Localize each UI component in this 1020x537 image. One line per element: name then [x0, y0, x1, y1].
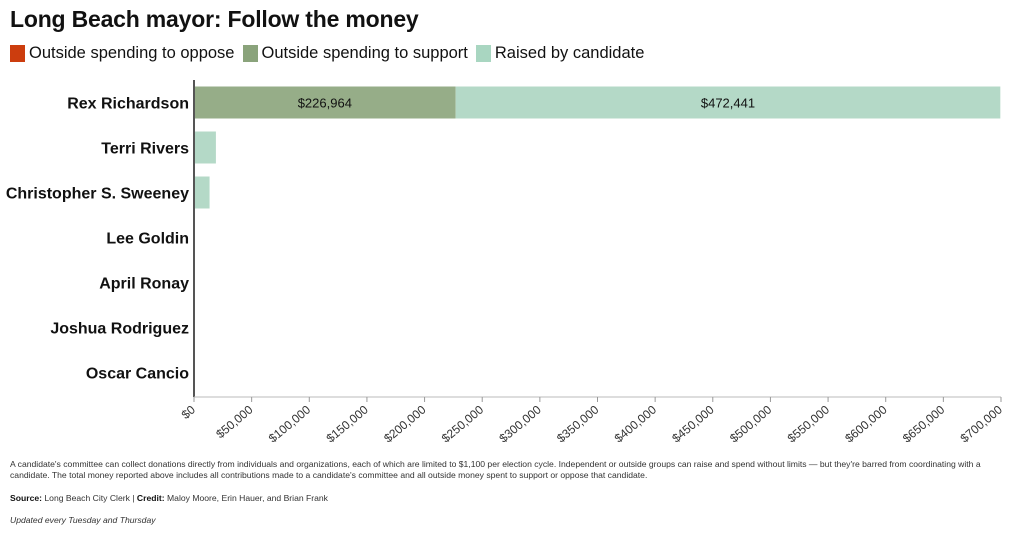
source-separator: | [132, 493, 135, 503]
x-tick-label: $550,000 [785, 402, 833, 445]
x-tick-label: $450,000 [669, 402, 717, 445]
x-tick-label: $600,000 [842, 402, 890, 445]
x-tick-label: $700,000 [958, 402, 1006, 445]
category-label-christopher-s-sweeney: Christopher S. Sweeney [6, 186, 189, 203]
legend-swatch-support [242, 45, 258, 62]
source-line: Source: Long Beach City Clerk | Credit: … [10, 493, 328, 503]
x-tick-label: $350,000 [554, 402, 602, 445]
credit-label: Credit: [136, 493, 165, 503]
legend-item-oppose: Outside spending to oppose [10, 44, 235, 63]
updated-note: Updated every Tuesday and Thursday [10, 515, 156, 525]
x-tick-label: $50,000 [213, 402, 255, 441]
credit-text: Maloy Moore, Erin Hauer, and Brian Frank [167, 493, 328, 503]
x-tick-label: $200,000 [381, 402, 429, 445]
x-tick-label: $650,000 [900, 402, 948, 445]
x-tick-label: $0 [179, 402, 198, 422]
bar-rex-richardson-outside-spending-to-support [194, 86, 456, 119]
category-label-lee-goldin: Lee Goldin [106, 231, 189, 248]
legend-label-oppose: Outside spending to oppose [29, 44, 235, 62]
source-label: Source: [10, 493, 42, 503]
bar-rex-richardson-raised-by-candidate [455, 86, 1001, 119]
legend-swatch-raised [475, 45, 491, 62]
x-tick-label: $400,000 [612, 402, 660, 445]
x-tick-label: $100,000 [266, 402, 314, 445]
bar-chart: Rex Richardson $226,964 $472,441 Terri Rive… [6, 80, 1006, 445]
legend-item-support: Outside spending to support [242, 44, 468, 63]
footnote: A candidate's committee can collect dona… [10, 459, 981, 480]
bar-christopher-s-sweeney-raised-by-candidate [194, 176, 210, 209]
category-label-joshua-rodriguez: Joshua Rodriguez [50, 321, 189, 338]
chart-title: Long Beach mayor: Follow the money [10, 6, 419, 32]
category-label-oscar-cancio: Oscar Cancio [86, 366, 189, 383]
category-label-terri-rivers: Terri Rivers [101, 141, 189, 158]
x-tick-label: $250,000 [439, 402, 487, 445]
bar-terri-rivers-raised-by-candidate [194, 131, 216, 164]
data-label-rex-richardson-outside-spending-to-support: $226,964 [298, 96, 352, 111]
legend-label-raised: Raised by candidate [494, 44, 645, 62]
category-label-april-ronay: April Ronay [99, 276, 189, 293]
legend-label-support: Outside spending to support [261, 44, 468, 62]
x-tick-label: $150,000 [324, 402, 372, 445]
legend-swatch-oppose [10, 45, 25, 62]
x-tick-label: $500,000 [727, 402, 775, 445]
category-label-rex-richardson: Rex Richardson [67, 96, 189, 113]
legend-item-raised: Raised by candidate [475, 44, 645, 63]
legend: Outside spending to oppose Outside spend… [10, 44, 652, 63]
data-label-rex-richardson-raised-by-candidate: $472,441 [701, 96, 755, 111]
source-text: Long Beach City Clerk [44, 493, 130, 503]
x-tick-label: $300,000 [496, 402, 544, 445]
